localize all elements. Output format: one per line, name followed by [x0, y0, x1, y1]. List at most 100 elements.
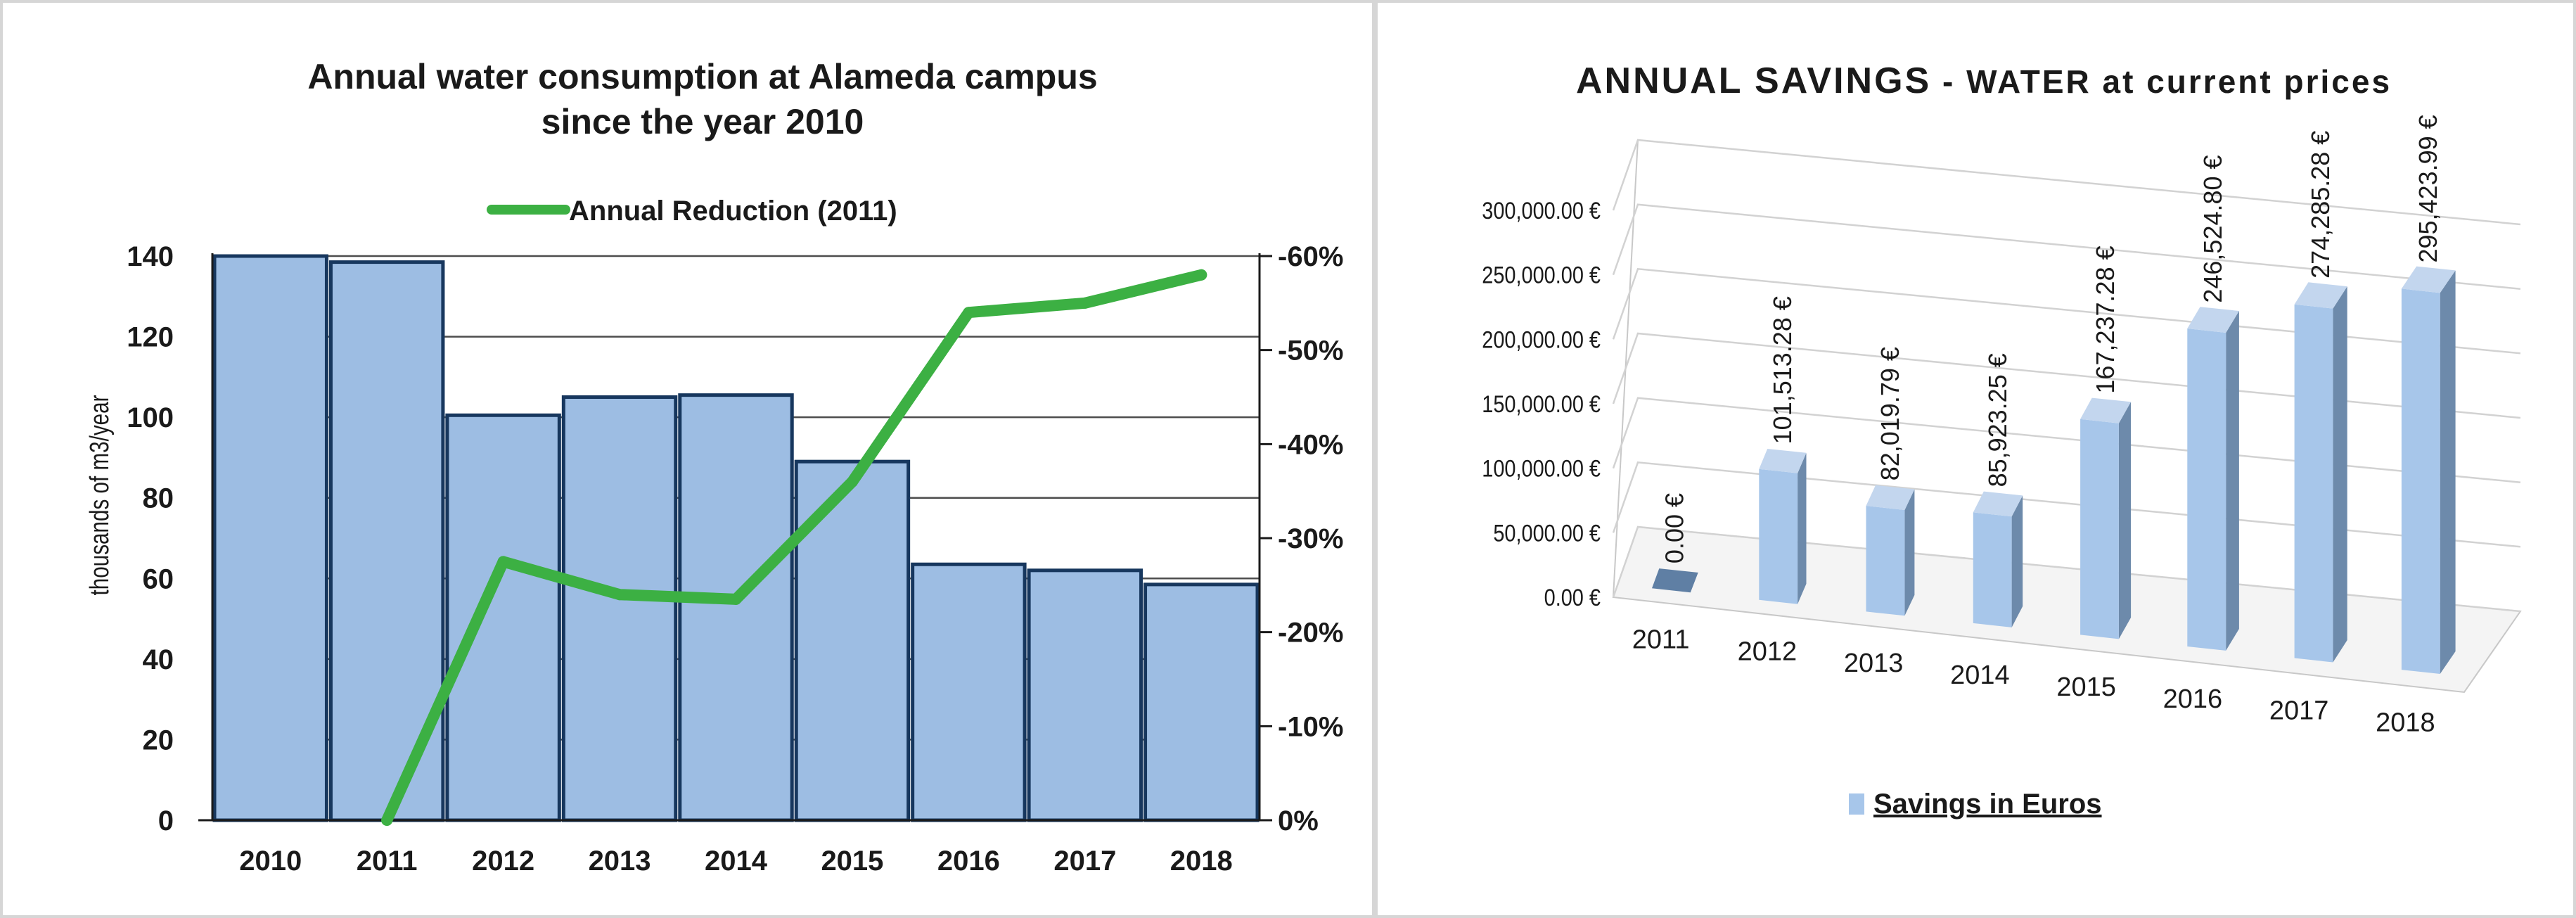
bar-2017: [2294, 282, 2347, 663]
y-tick-label-0: 0.00 €: [1544, 584, 1601, 611]
y-tick-label-60: 60: [143, 563, 174, 594]
y-tick-label-40: 40: [143, 644, 174, 675]
savings-chart: ANNUAL SAVINGS - WATER at current prices…: [1482, 60, 2522, 820]
bar-2015: [2080, 397, 2132, 639]
bar-2013: [1866, 485, 1915, 616]
gridline-6: [1612, 139, 2521, 226]
chart-title-rest: - WATER at current prices: [1931, 63, 2392, 100]
bar-face-top: [2187, 307, 2239, 333]
line-point-2018: [1196, 269, 1207, 281]
reduction-line-series: [381, 269, 1207, 826]
x-tick-label-2011: 2011: [357, 846, 418, 876]
y-tick-label-2: 100,000.00 €: [1482, 454, 1601, 482]
x-tick-label-2015: 2015: [2056, 672, 2116, 702]
axes: [198, 253, 1272, 822]
chart-title-line-1: Annual water consumption at Alameda camp…: [307, 57, 1097, 96]
data-label-2016: 246,524.80 €: [2198, 155, 2227, 302]
line-point-2014: [730, 593, 742, 605]
data-label-2017: 274,285.28 €: [2306, 131, 2335, 279]
gridline-2: [1612, 397, 2521, 483]
y-tick-label-1: 50,000.00 €: [1493, 519, 1601, 547]
bar-2011: [1652, 568, 1698, 593]
y-tick-label-3: 150,000.00 €: [1482, 390, 1601, 418]
bar-2013: [561, 395, 678, 822]
gridline-3: [1612, 332, 2521, 419]
gridline-4: [1612, 267, 2521, 355]
y-tick-label-5: 250,000.00 €: [1482, 261, 1601, 288]
x-tick-labels: 2011 2012 2013 2014 2015 2016 2017 2018: [1632, 625, 2435, 737]
bar-face-front: [1973, 512, 2012, 627]
bar-face-top: [1973, 491, 2023, 517]
tick-labels: 0 20 40 60 80 100 120 140 0% -10% -20% -30% -40% -50%…: [127, 241, 1343, 876]
x-tick-label-2012: 2012: [1738, 637, 1798, 666]
bar-face-top: [1759, 449, 1807, 473]
bar-2012: [445, 413, 561, 822]
x-tick-label-2010: 2010: [239, 846, 302, 876]
bars-3d: [1652, 266, 2456, 674]
line-point-2017: [1079, 297, 1091, 309]
data-label-2012: 101,513.28 €: [1768, 296, 1797, 444]
legend-label: Annual Reduction (2011): [569, 196, 897, 227]
data-label-2014: 85,923.25 €: [1983, 353, 2012, 487]
savings-chart-panel: ANNUAL SAVINGS - WATER at current prices…: [1375, 0, 2576, 918]
bar-2018: [1143, 582, 1260, 822]
y-right-tick-label-1: -10%: [1278, 711, 1343, 742]
consumption-chart-panel: Annual water consumption at Alameda camp…: [0, 0, 1375, 918]
x-tick-label-2012: 2012: [472, 846, 534, 876]
y-tick-label-100: 100: [127, 402, 174, 433]
y-right-tick-label-0: 0%: [1278, 805, 1319, 836]
legend-label: Savings in Euros: [1873, 789, 2102, 820]
x-tick-label-2014: 2014: [705, 846, 768, 876]
x-tick-label-2013: 2013: [589, 846, 651, 876]
y-right-tick-label-4: -40%: [1278, 429, 1343, 460]
bar-face-front: [2080, 419, 2119, 639]
line-point-2016: [963, 307, 975, 319]
bar-face-side: [2226, 311, 2239, 651]
bar-2017: [1027, 568, 1143, 822]
bar-face-top: [1866, 485, 1915, 510]
bar-2012: [1759, 449, 1807, 604]
x-tick-label-2017: 2017: [2269, 696, 2329, 726]
y-right-tick-label-6: -60%: [1278, 241, 1343, 272]
bar-face-front: [2294, 304, 2333, 663]
gridlines-3d: [1612, 139, 2522, 694]
bar-face-side: [2118, 402, 2132, 639]
x-tick-label-2017: 2017: [1053, 846, 1116, 876]
bar-2018: [2401, 266, 2456, 674]
floor: [1612, 525, 2522, 694]
chart-title: ANNUAL SAVINGS - WATER at current prices: [1576, 60, 2392, 101]
y-tick-label-20: 20: [143, 725, 174, 756]
legend-swatch: [1849, 793, 1864, 815]
bar-2014: [1973, 491, 2023, 627]
y-tick-label-6: 300,000.00 €: [1482, 197, 1601, 224]
data-label-2011: 0.00 €: [1660, 493, 1689, 563]
bar-face-side: [2333, 286, 2347, 663]
data-labels: 0.00 € 101,513.28 € 82,019.79 € 85,923.25 €…: [1660, 115, 2442, 563]
bar-face-top: [2401, 266, 2456, 293]
data-label-2013: 82,019.79 €: [1876, 347, 1904, 480]
bar-face-side: [2440, 270, 2456, 674]
bar-face-top: [2080, 397, 2132, 423]
bar-2010: [212, 254, 328, 822]
y-right-tick-label-2: -20%: [1278, 618, 1343, 649]
bar-face-front: [2187, 329, 2226, 651]
x-tick-label-2016: 2016: [2163, 684, 2223, 714]
line-point-2015: [846, 476, 858, 487]
bar-face-flat: [1652, 568, 1698, 593]
bar-face-side: [1904, 489, 1915, 616]
y-tick-labels: 0.00 € 50,000.00 € 100,000.00 € 150,000.00 …: [1482, 197, 1601, 611]
x-tick-label-2011: 2011: [1632, 625, 1690, 654]
bar-face-front: [1759, 468, 1798, 604]
y-tick-label-4: 200,000.00 €: [1482, 326, 1601, 353]
y-right-tick-label-3: -30%: [1278, 523, 1343, 554]
y-tick-label-140: 140: [127, 241, 174, 272]
bar-face-front: [1866, 506, 1905, 616]
x-tick-label-2013: 2013: [1844, 649, 1904, 678]
x-tick-label-2014: 2014: [1950, 661, 2010, 690]
data-label-2015: 167,237.28 €: [2091, 246, 2120, 393]
y-axis-label: thousands of m3/year: [85, 395, 115, 596]
y-tick-label-120: 120: [127, 322, 174, 353]
bar-face-front: [2401, 288, 2440, 674]
y-tick-label-0: 0: [158, 805, 174, 836]
bar-2014: [678, 393, 794, 822]
